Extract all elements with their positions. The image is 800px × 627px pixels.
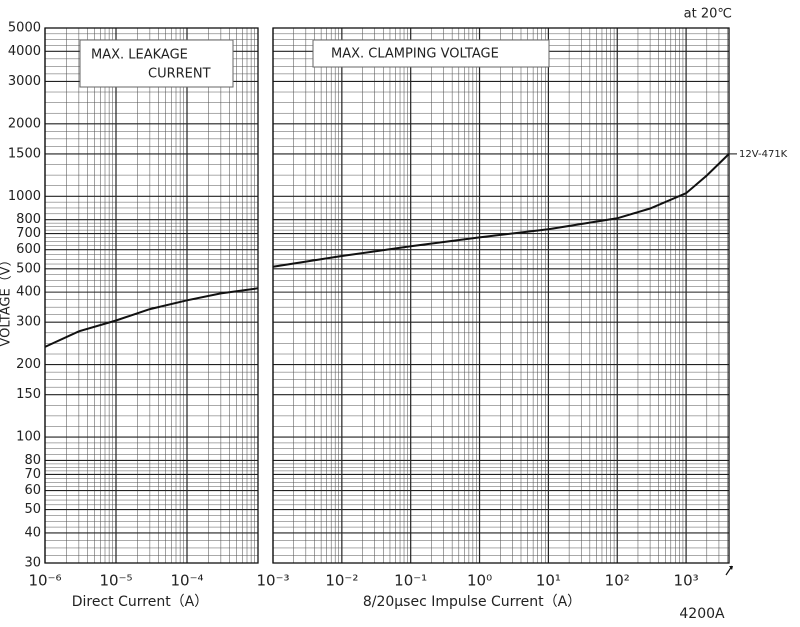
x-tick-label: 10⁻¹ [394,572,427,590]
title-box [312,39,550,68]
y-tick-label: 30 [24,556,41,571]
plot-area [45,28,258,563]
y-tick-label: 50 [24,502,41,517]
curve [44,287,259,348]
curve [272,153,730,268]
y-tick-label: 800 [16,212,41,227]
note: at 20℃ [684,7,732,22]
y-tick-label: 3000 [8,74,41,89]
panel-title: MAX. LEAKAGE [91,48,188,63]
y-tick-label: 4000 [8,44,41,59]
y-tick-label: 5000 [8,21,41,36]
annotation: 4200A [679,606,725,622]
x-axis-label: Direct Current（A） [72,594,209,610]
plot-area [273,28,729,563]
y-tick-label: 150 [16,387,41,402]
y-tick-label: 300 [16,315,41,330]
y-tick-label: 60 [24,483,41,498]
x-axis-label: 8/20μsec Impulse Current（A） [363,594,581,610]
x-tick-label: 10⁻⁵ [99,572,132,590]
y-tick-label: 40 [24,525,41,540]
y-tick-label: 400 [16,285,41,300]
x-tick-label: 10⁻⁶ [28,572,61,590]
y-tick-label: 500 [16,261,41,276]
x-tick-label: 10⁰ [467,572,492,590]
panel-title: MAX. CLAMPING VOLTAGE [331,47,499,62]
y-axis-label: VOLTAGE（V） [0,253,14,346]
plot-frame [272,27,730,564]
y-tick-label: 70 [24,467,41,482]
title-box [79,39,234,88]
y-tick-label: 200 [16,357,41,372]
y-tick-label: 1500 [8,146,41,161]
x-tick-label: 10¹ [536,572,561,590]
x-tick-label: 10³ [674,572,699,590]
y-tick-label: 80 [24,453,41,468]
y-tick-label: 1000 [8,189,41,204]
x-tick-label: 10⁻⁴ [170,572,203,590]
arrow-head [729,566,733,570]
x-tick-label: 10⁻² [325,572,358,590]
y-tick-label: 700 [16,226,41,241]
series-label: 12V-471K [739,149,788,160]
x-tick-label: 10² [605,572,630,590]
plot-frame [44,27,259,564]
panel-subtitle: CURRENT [148,67,211,82]
x-tick-label: 10⁻³ [256,572,289,590]
y-tick-label: 2000 [8,116,41,131]
y-tick-label: 100 [16,430,41,445]
y-tick-label: 600 [16,242,41,257]
